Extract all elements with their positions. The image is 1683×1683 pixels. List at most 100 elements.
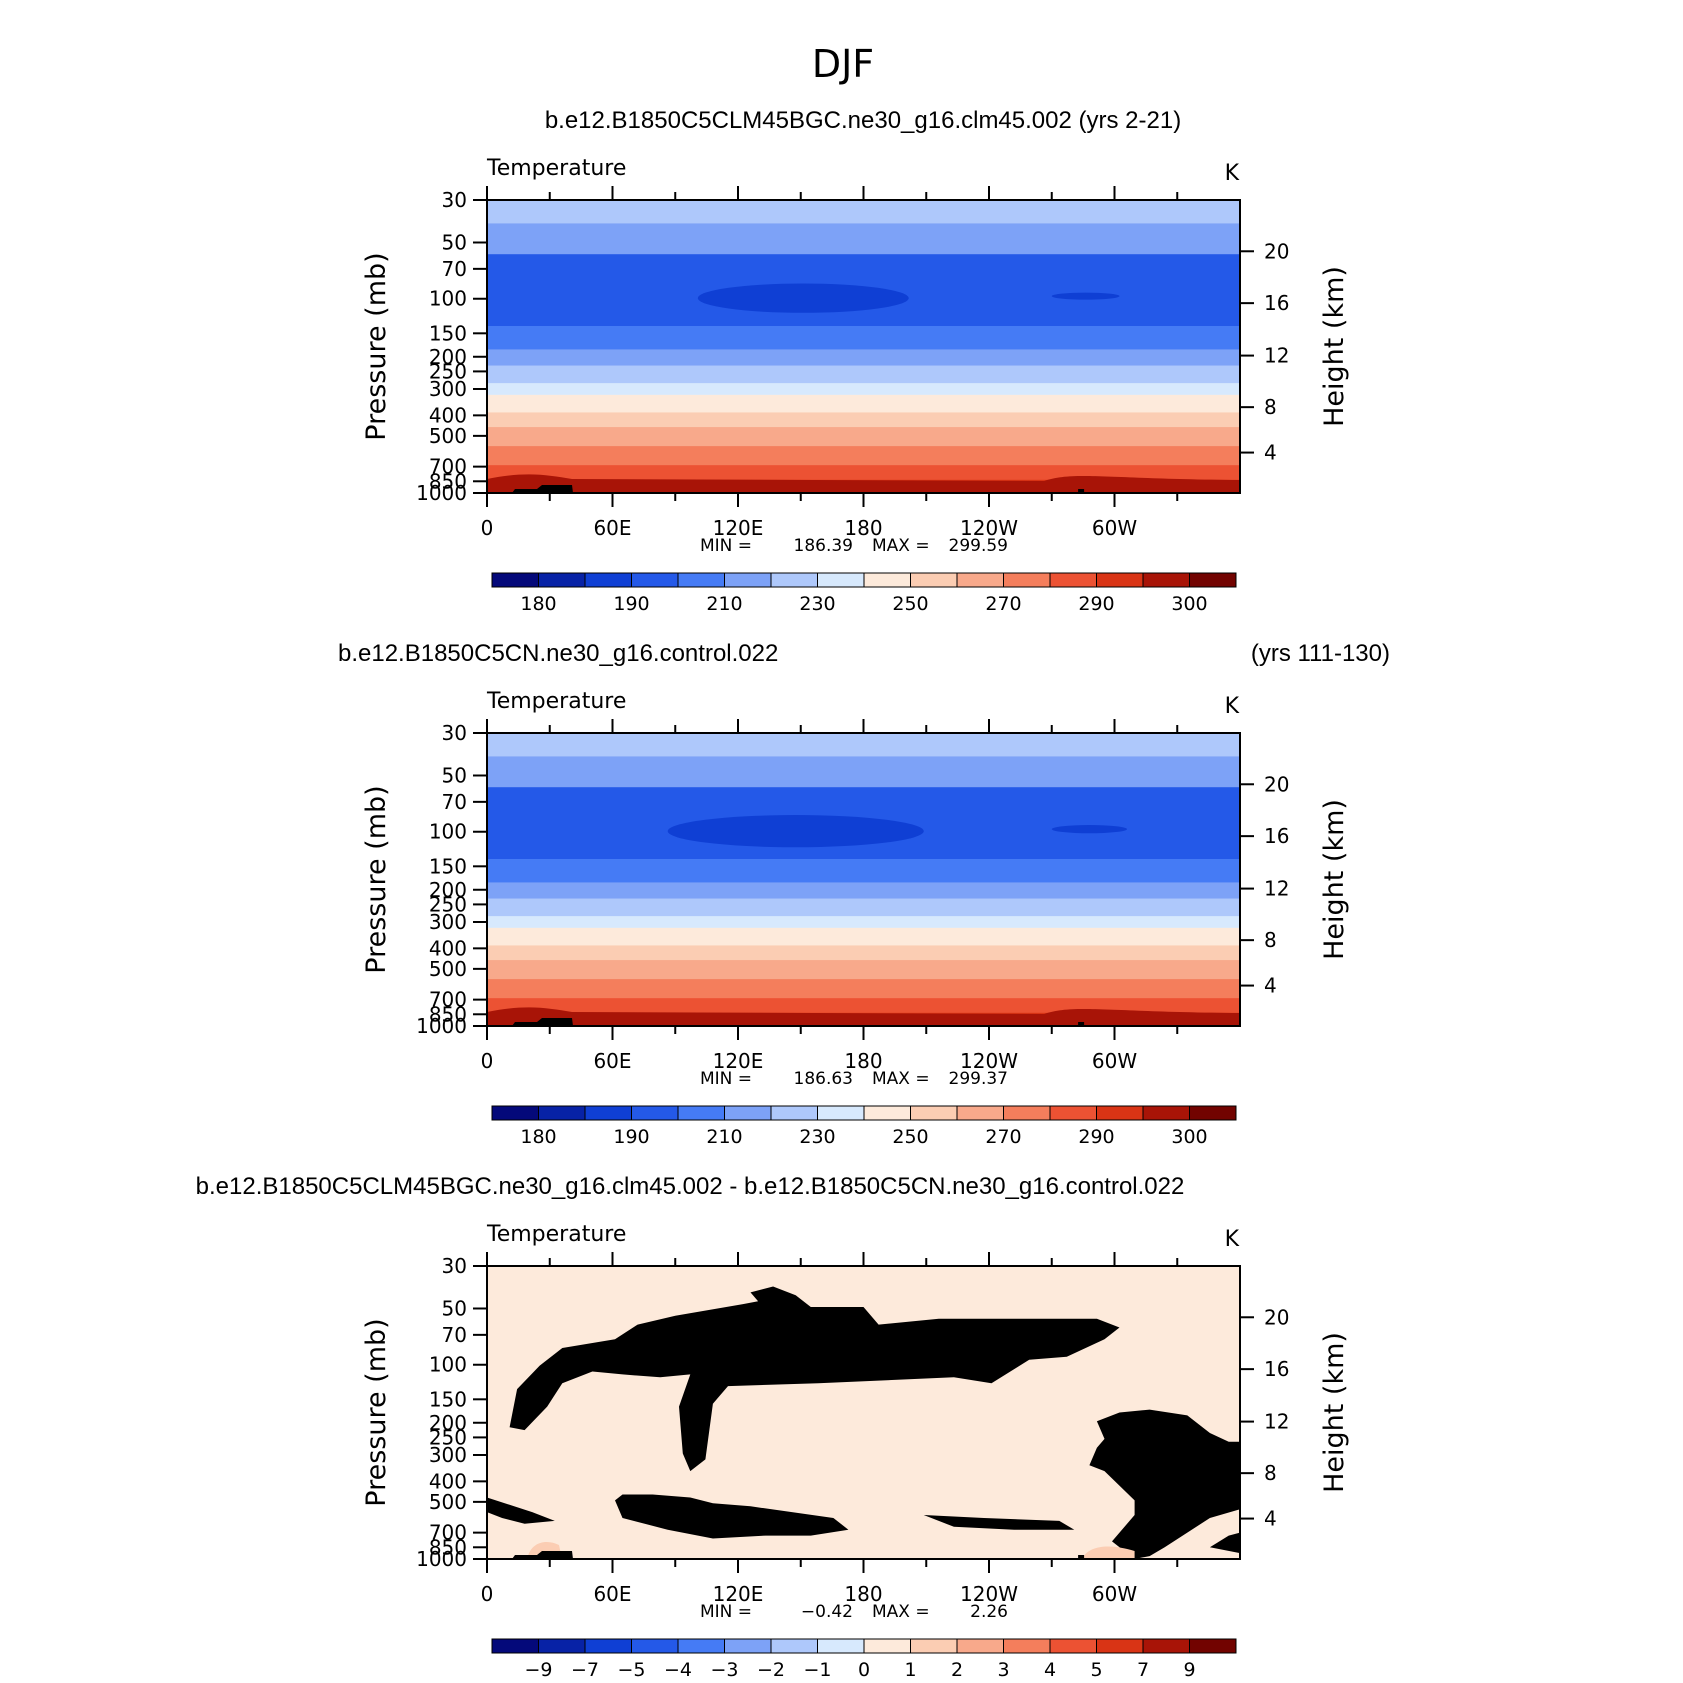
contour-band (487, 427, 1240, 447)
colorbar-swatch (538, 572, 586, 588)
colorbar-swatch (1189, 1105, 1237, 1121)
x-tick-label: 180 (844, 1049, 882, 1073)
colorbar-swatch (1096, 1105, 1144, 1121)
max-label: MAX = (872, 1069, 930, 1089)
chart-title: b.e12.B1850C5CN.ne30_g16.control.022 (338, 640, 778, 667)
contour-band (487, 223, 1240, 255)
y-right-axis-label: Height (km) (1319, 1332, 1350, 1493)
colorbar-label: 270 (985, 1126, 1021, 1148)
max-label: MAX = (872, 536, 930, 556)
y-axis-label: Pressure (mb) (361, 252, 392, 440)
colorbar-label: 290 (1078, 593, 1114, 615)
max-value: 2.26 (970, 1602, 1008, 1622)
cold-core (1051, 292, 1120, 300)
colorbar-swatch (724, 572, 772, 588)
y-tick-label: 50 (442, 763, 467, 787)
contour-field (487, 200, 1240, 493)
colorbar-swatch (770, 572, 818, 588)
contour-band (487, 200, 1240, 225)
min-value: 186.63 (794, 1069, 853, 1089)
contour-band (487, 383, 1240, 396)
x-tick-label: 60W (1092, 1049, 1137, 1073)
colorbar-swatch (677, 1638, 725, 1654)
x-tick-label: 60W (1092, 1582, 1137, 1606)
y-right-tick-label: 20 (1264, 239, 1289, 263)
colorbar-label: 2 (951, 1659, 963, 1681)
y-tick-label: 150 (429, 1387, 467, 1411)
topography (1078, 1022, 1085, 1026)
x-tick-label: 120W (960, 516, 1018, 540)
y-tick-label: 250 (429, 1425, 467, 1449)
chart-panel-1: b.e12.B1850C5CLM45BGC.ne30_g16.clm45.002… (361, 107, 1350, 615)
y-tick-label: 200 (429, 345, 467, 369)
surface-warm-layer (487, 474, 1240, 493)
min-label: MIN = (700, 1602, 752, 1622)
y-tick-label: 30 (442, 721, 467, 745)
y-tick-label: 500 (429, 957, 467, 981)
colorbar-label: 230 (799, 593, 835, 615)
y-tick-label: 850 (429, 1535, 467, 1559)
y-tick-label: 100 (429, 287, 467, 311)
units-label: K (1225, 1227, 1240, 1252)
x-tick-label: 0 (481, 516, 494, 540)
contour-band (487, 349, 1240, 367)
y-tick-label: 200 (429, 878, 467, 902)
colorbar-swatch (1096, 572, 1144, 588)
y-tick-label: 30 (442, 188, 467, 212)
colorbar-label: −7 (571, 1659, 599, 1681)
y-tick-label: 850 (429, 469, 467, 493)
cold-core (667, 815, 924, 848)
colorbar-swatch (910, 1638, 958, 1654)
negative-region (615, 1494, 849, 1539)
colorbar-swatch (677, 572, 725, 588)
variable-label: Temperature (486, 1222, 626, 1247)
colorbar-label: 5 (1090, 1659, 1102, 1681)
colorbar-swatch (1142, 1638, 1190, 1654)
y-right-tick-label: 16 (1264, 824, 1289, 848)
colorbar-label: −2 (757, 1659, 785, 1681)
topography (512, 1551, 573, 1559)
negative-region (509, 1286, 1120, 1472)
colorbar-swatch (584, 572, 632, 588)
y-tick-label: 400 (429, 1469, 467, 1493)
contour-field (487, 1266, 1240, 1559)
contour-band (487, 882, 1240, 900)
negative-region (1089, 1409, 1240, 1559)
y-tick-label: 100 (429, 1353, 467, 1377)
max-value: 299.59 (949, 536, 1008, 556)
topography (512, 485, 573, 493)
y-right-tick-label: 12 (1264, 877, 1289, 901)
topography (1078, 1555, 1085, 1559)
x-tick-label: 0 (481, 1049, 494, 1073)
colorbar-swatch (724, 1638, 772, 1654)
y-tick-label: 30 (442, 1254, 467, 1278)
units-label: K (1225, 694, 1240, 719)
y-tick-label: 70 (442, 790, 467, 814)
colorbar-label: 180 (520, 593, 556, 615)
colorbar-label: 190 (613, 593, 649, 615)
y-tick-label: 150 (429, 321, 467, 345)
y-right-axis-label: Height (km) (1319, 266, 1350, 427)
colorbar-swatch (584, 1105, 632, 1121)
colorbar-swatch (677, 1105, 725, 1121)
colorbar-label: 210 (706, 1126, 742, 1148)
colorbar-label: 190 (613, 1126, 649, 1148)
y-tick-label: 1000 (416, 481, 467, 505)
colorbar-label: 1 (904, 1659, 916, 1681)
contour-band (487, 325, 1240, 351)
colorbar-swatch (1003, 572, 1051, 588)
colorbar-label: 300 (1171, 1126, 1207, 1148)
x-tick-label: 0 (481, 1582, 494, 1606)
y-axis-label: Pressure (mb) (361, 785, 392, 973)
min-value: −0.42 (801, 1602, 853, 1622)
colorbar-swatch (863, 1105, 911, 1121)
y-tick-label: 200 (429, 1411, 467, 1435)
y-right-tick-label: 20 (1264, 1305, 1289, 1329)
variable-label: Temperature (486, 156, 626, 181)
contour-band (487, 979, 1240, 999)
contour-band (487, 394, 1240, 414)
contour-field (487, 733, 1240, 1026)
y-right-tick-label: 4 (1264, 441, 1277, 465)
y-right-tick-label: 4 (1264, 1507, 1277, 1531)
colorbar-swatch (1142, 1105, 1190, 1121)
